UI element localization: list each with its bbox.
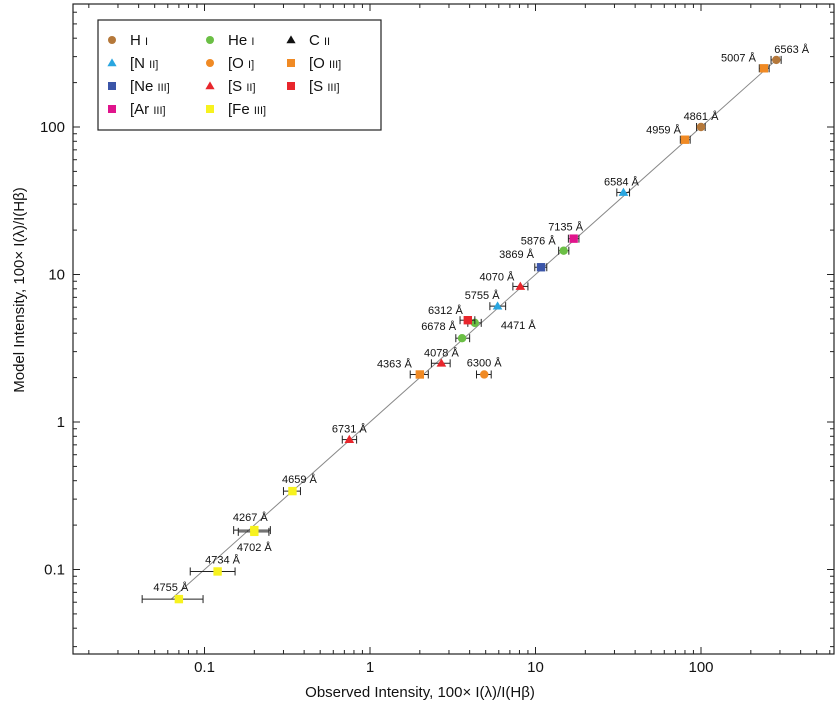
- legend-label: [O I]: [228, 55, 254, 72]
- data-point: [569, 234, 578, 243]
- data-point: [463, 315, 473, 325]
- point-label: 6678 Å: [421, 320, 457, 333]
- data-point: [288, 486, 297, 496]
- data-point: [559, 246, 568, 255]
- point-label: 7135 Å: [548, 221, 584, 234]
- point-label: 6300 Å: [467, 356, 503, 369]
- legend-marker: [108, 82, 116, 90]
- y-axis-label: Model Intensity, 100× I(λ)/I(Hβ): [11, 187, 28, 393]
- data-point: [457, 333, 467, 343]
- y-tick-label: 0.1: [44, 562, 65, 579]
- legend-label: [S II]: [228, 78, 256, 95]
- point-label: 4702 Å: [237, 541, 273, 554]
- point-label: 4755 Å: [153, 581, 189, 594]
- data-point: [618, 187, 629, 196]
- legend-label: [O III]: [309, 55, 341, 72]
- reference-line-y-equals-x: [170, 56, 781, 600]
- point-label: 6563 Å: [774, 43, 810, 56]
- point-label: 4471 Å: [501, 319, 537, 332]
- x-tick-label: 0.1: [194, 659, 215, 676]
- point-label: 5007 Å: [721, 51, 757, 64]
- data-point: [696, 122, 706, 132]
- legend-label: He I: [228, 32, 254, 49]
- data-point: [536, 263, 546, 272]
- data-point: [480, 370, 489, 379]
- legend-marker: [108, 105, 116, 113]
- data-point: [772, 55, 781, 65]
- x-axis-label: Observed Intensity, 100× I(λ)/I(Hβ): [305, 684, 535, 701]
- x-tick-label: 10: [527, 659, 544, 676]
- data-point: [174, 594, 184, 604]
- y-tick-label: 1: [57, 414, 65, 431]
- legend-marker: [286, 35, 296, 44]
- legend-marker: [206, 105, 214, 113]
- point-label: 4734 Å: [205, 553, 241, 566]
- y-tick-label: 10: [48, 267, 65, 284]
- point-label: 4267 Å: [233, 511, 269, 524]
- point-label: 4078 Å: [424, 346, 460, 359]
- data-point: [344, 434, 355, 443]
- point-label: 5755 Å: [465, 289, 501, 302]
- data-point: [515, 281, 526, 290]
- data-point: [759, 64, 769, 73]
- data-point: [213, 567, 222, 576]
- legend-label: [Ne III]: [130, 78, 170, 95]
- point-label: 4363 Å: [377, 357, 413, 370]
- data-point: [680, 135, 690, 144]
- legend-marker: [206, 59, 214, 67]
- plot-frame: [72, 3, 835, 655]
- point-label: 4861 Å: [684, 110, 720, 123]
- legend-label: [S III]: [309, 78, 340, 95]
- point-label: 6312 Å: [428, 304, 464, 317]
- data-point: [250, 527, 259, 537]
- legend-label: [Fe III]: [228, 101, 266, 118]
- point-label: 6584 Å: [604, 175, 640, 188]
- data-point: [436, 358, 447, 367]
- y-tick-label: 100: [40, 119, 65, 136]
- data-point: [492, 301, 503, 310]
- legend-label: [N II]: [130, 55, 158, 72]
- axis-ticks: 0.1 1 10 100 0.1 1 10 100: [40, 4, 834, 676]
- data-point: [415, 370, 425, 379]
- point-label: 3869 Å: [499, 248, 535, 261]
- point-label: 5876 Å: [521, 235, 557, 248]
- legend-marker: [287, 59, 295, 67]
- legend-marker: [108, 36, 116, 44]
- legend-label: C II: [309, 32, 330, 49]
- plot-area: 6563 Å 4861 Å 5876 Å 4471 Å 6678 Å 6584 Å 5755…: [141, 43, 810, 604]
- legend: H I He I C II [N II] [O I] [O III] [Ne III] [S …: [97, 19, 382, 131]
- legend-marker: [205, 81, 215, 90]
- x-tick-label: 100: [688, 659, 713, 676]
- point-label: 6731 Å: [332, 423, 368, 436]
- legend-label: [Ar III]: [130, 101, 166, 118]
- point-label: 4070 Å: [479, 270, 515, 283]
- legend-marker: [287, 82, 295, 90]
- point-label: 4959 Å: [646, 124, 682, 137]
- legend-box: [97, 19, 382, 131]
- x-tick-label: 1: [366, 659, 374, 676]
- legend-marker: [107, 58, 117, 67]
- legend-label: H I: [130, 32, 148, 49]
- point-label: 4659 Å: [282, 473, 318, 486]
- legend-marker: [206, 36, 214, 44]
